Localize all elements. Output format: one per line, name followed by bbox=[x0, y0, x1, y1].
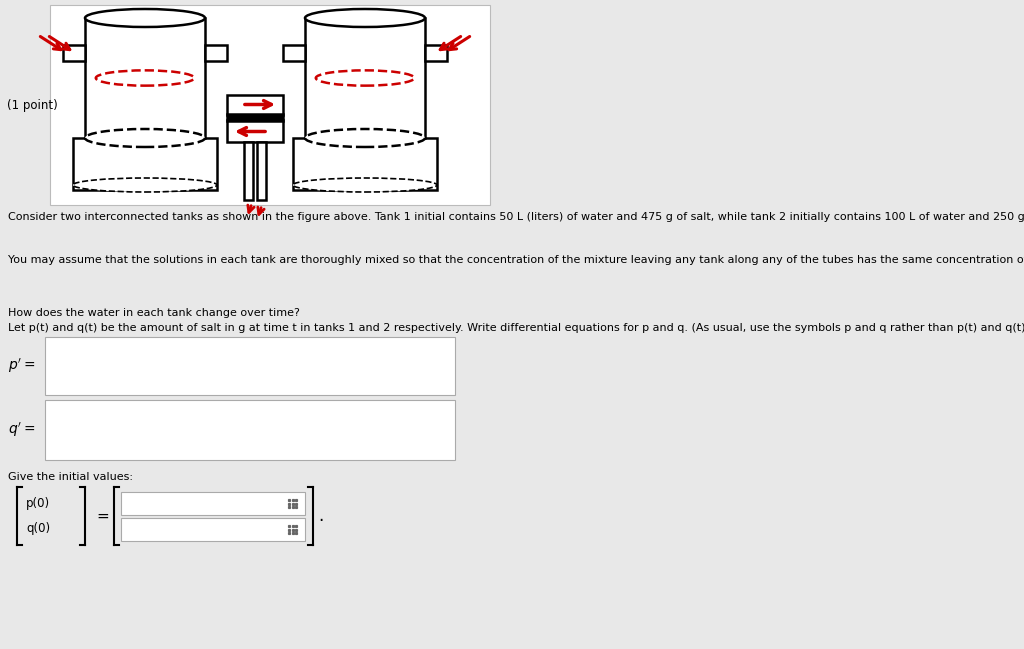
Bar bbox=[121, 518, 305, 541]
Text: p(0): p(0) bbox=[26, 496, 50, 509]
Bar bbox=[121, 492, 305, 515]
Text: (1 point): (1 point) bbox=[7, 99, 57, 112]
Bar bbox=[305, 18, 425, 138]
Ellipse shape bbox=[293, 178, 437, 192]
Bar bbox=[205, 45, 227, 61]
Bar bbox=[227, 114, 283, 121]
Bar bbox=[50, 5, 490, 205]
Text: Give the initial values:: Give the initial values: bbox=[8, 472, 133, 482]
Text: q(0): q(0) bbox=[26, 522, 50, 535]
Text: Let p(t) and q(t) be the amount of salt in g at time t in tanks 1 and 2 respecti: Let p(t) and q(t) be the amount of salt … bbox=[8, 323, 1024, 333]
Text: =: = bbox=[96, 509, 109, 524]
Text: You may assume that the solutions in each tank are thoroughly mixed so that the : You may assume that the solutions in eac… bbox=[8, 255, 1024, 265]
Bar bbox=[244, 142, 253, 200]
Bar bbox=[283, 45, 305, 61]
Bar bbox=[73, 138, 217, 190]
Text: .: . bbox=[318, 507, 324, 525]
Bar bbox=[85, 18, 205, 138]
Ellipse shape bbox=[85, 9, 205, 27]
Bar bbox=[63, 45, 85, 61]
Ellipse shape bbox=[305, 9, 425, 27]
Bar bbox=[45, 337, 455, 395]
Bar bbox=[227, 120, 283, 142]
Bar bbox=[45, 400, 455, 460]
Text: Consider two interconnected tanks as shown in the figure above. Tank 1 initial c: Consider two interconnected tanks as sho… bbox=[8, 212, 1024, 222]
Text: $q' =$: $q' =$ bbox=[8, 421, 36, 439]
Ellipse shape bbox=[305, 129, 425, 147]
Bar bbox=[227, 95, 283, 115]
Text: $p' =$: $p' =$ bbox=[8, 357, 36, 375]
Ellipse shape bbox=[85, 129, 205, 147]
Bar bbox=[257, 142, 266, 200]
Text: How does the water in each tank change over time?: How does the water in each tank change o… bbox=[8, 308, 300, 318]
Bar bbox=[425, 45, 447, 61]
Bar bbox=[293, 138, 437, 190]
Ellipse shape bbox=[73, 178, 217, 192]
